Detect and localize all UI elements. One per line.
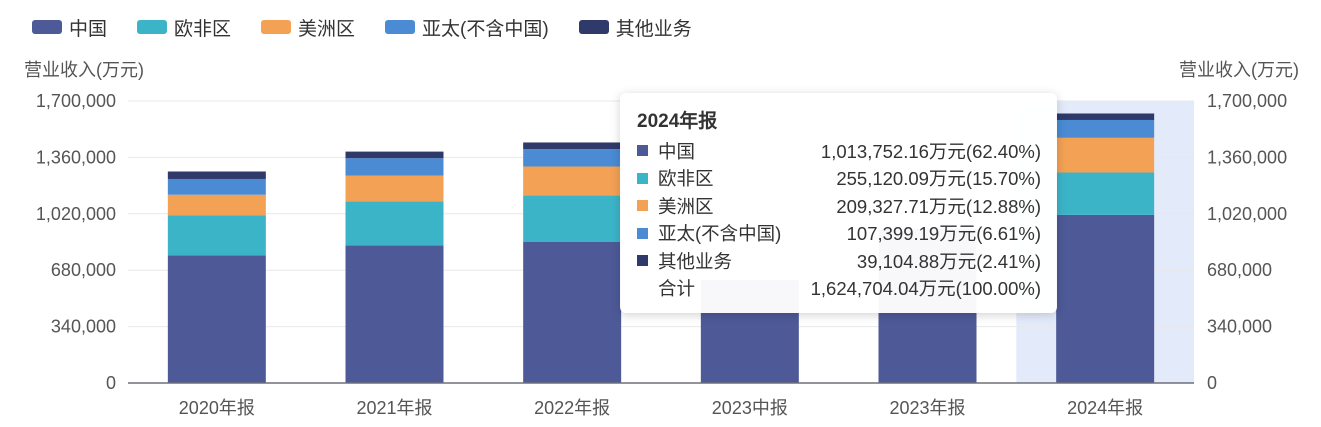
tooltip-marker	[637, 200, 648, 212]
tooltip-marker	[637, 227, 648, 239]
tooltip-row: 欧非区 255,120.09万元(15.70%)	[637, 165, 1041, 193]
bar-segment	[523, 149, 622, 167]
tooltip-rows: 中国 1,013,752.16万元(62.40%) 欧非区 255,120.09万元(…	[637, 137, 1041, 302]
y-tick-label-right: 1,700,000	[1207, 91, 1287, 111]
tooltip-series-value: 209,327.71万元(12.88%)	[836, 195, 1041, 217]
legend-item[interactable]: 亚太(不含中国)	[385, 14, 549, 41]
tooltip-row: 美洲区 209,327.71万元(12.88%)	[637, 192, 1041, 220]
bar-segment	[523, 166, 622, 196]
tooltip-series-name: 中国	[658, 140, 696, 162]
legend-label: 其他业务	[615, 18, 692, 40]
bar-segment	[523, 142, 622, 150]
tooltip-row: 合计 1,624,704.04万元(100.00%)	[637, 275, 1041, 303]
tooltip-row: 中国 1,013,752.16万元(62.40%)	[637, 137, 1041, 165]
bar-segment	[523, 242, 622, 383]
x-tick-label: 2024年报	[1067, 398, 1143, 418]
y-tick-label-right: 340,000	[1207, 317, 1272, 337]
legend-swatch	[578, 20, 609, 34]
y-tick-label-left: 1,700,000	[36, 91, 116, 111]
bar-segment	[345, 158, 444, 176]
bar-segment	[1056, 119, 1155, 138]
legend-swatch	[385, 20, 416, 34]
tooltip-series-name: 其他业务	[658, 250, 733, 272]
tooltip-marker	[637, 283, 648, 294]
tooltip-series-name: 欧非区	[658, 168, 714, 190]
legend-swatch	[137, 20, 168, 34]
tooltip-series-value: 39,104.88万元(2.41%)	[856, 250, 1041, 272]
bar-segment	[345, 201, 444, 246]
bar-segment	[1056, 214, 1155, 383]
y-tick-label-left: 0	[106, 373, 116, 393]
y-tick-label-left: 340,000	[51, 317, 116, 337]
tooltip-marker	[637, 255, 648, 267]
legend-item[interactable]: 美洲区	[261, 14, 355, 41]
legend-label: 欧非区	[174, 18, 232, 40]
legend-swatch	[261, 20, 292, 34]
bar-segment	[345, 175, 444, 202]
bar-segment	[1056, 172, 1155, 215]
chart-legend: 中国 欧非区 美洲区 亚太(不含中国) 其他业务	[32, 14, 722, 40]
tooltip-marker	[637, 172, 648, 184]
tooltip-row: 亚太(不含中国) 107,399.19万元(6.61%)	[637, 220, 1041, 248]
bar-segment	[1056, 113, 1155, 120]
bar-segment	[167, 194, 266, 216]
y-axis-left-title: 营业收入(万元)	[24, 60, 144, 80]
x-tick-label: 2022年报	[534, 398, 610, 418]
y-tick-label-right: 1,020,000	[1207, 204, 1287, 224]
tooltip-row: 其他业务 39,104.88万元(2.41%)	[637, 247, 1041, 275]
legend-label: 中国	[69, 18, 108, 40]
bar-segment	[345, 151, 444, 159]
y-tick-label-left: 1,020,000	[36, 204, 116, 224]
y-tick-label-left: 1,360,000	[36, 147, 116, 167]
y-tick-label-right: 1,360,000	[1207, 147, 1287, 167]
tooltip-series-name: 合计	[658, 278, 696, 300]
bar-segment	[345, 245, 444, 383]
bar-segment	[167, 171, 266, 179]
y-tick-label-right: 0	[1207, 373, 1217, 393]
bar-segment	[167, 215, 266, 256]
bar-segment	[167, 255, 266, 383]
tooltip-series-value: 1,624,704.04万元(100.00%)	[810, 278, 1041, 300]
legend-swatch	[32, 20, 62, 34]
x-tick-label: 2021年报	[356, 398, 432, 418]
legend-item[interactable]: 中国	[32, 14, 107, 41]
tooltip-series-value: 1,013,752.16万元(62.40%)	[820, 140, 1041, 162]
x-tick-label: 2023年报	[889, 398, 965, 418]
bar-segment	[167, 178, 266, 195]
bar-segment	[1056, 137, 1155, 173]
tooltip-series-name: 亚太(不含中国)	[658, 223, 782, 245]
y-tick-label-left: 680,000	[51, 260, 116, 280]
x-tick-label: 2020年报	[179, 398, 255, 418]
tooltip-marker	[637, 145, 648, 157]
y-tick-label-right: 680,000	[1207, 260, 1272, 280]
x-tick-label: 2023中报	[712, 398, 788, 418]
legend-label: 亚太(不含中国)	[422, 18, 549, 40]
tooltip-series-value: 255,120.09万元(15.70%)	[836, 168, 1041, 190]
chart-tooltip: 2024年报 中国 1,013,752.16万元(62.40%) 欧非区 255,12…	[620, 93, 1057, 313]
y-axis-right-title: 营业收入(万元)	[1179, 60, 1299, 80]
tooltip-series-value: 107,399.19万元(6.61%)	[846, 223, 1041, 245]
legend-label: 美洲区	[298, 18, 356, 40]
bar-segment	[523, 195, 622, 242]
tooltip-series-name: 美洲区	[658, 195, 714, 217]
legend-item[interactable]: 其他业务	[578, 14, 692, 41]
legend-item[interactable]: 欧非区	[137, 14, 231, 41]
tooltip-title: 2024年报	[637, 111, 718, 132]
